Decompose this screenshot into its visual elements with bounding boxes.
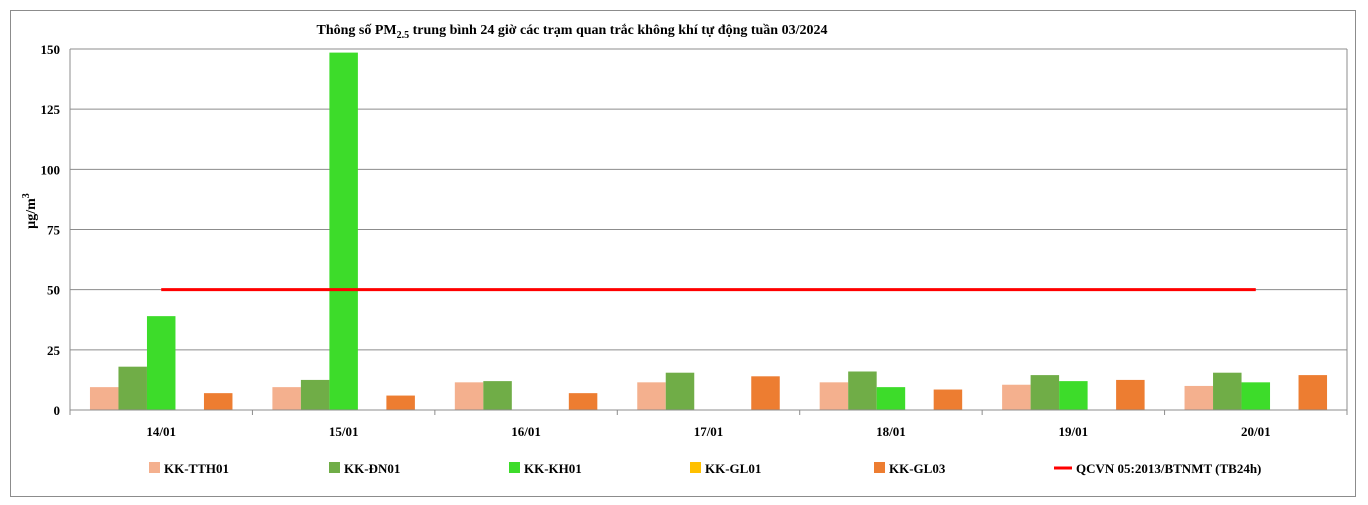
bar-KK-GL03-18/01 [933, 389, 963, 410]
bar-KK-ĐN01-14/01 [118, 366, 147, 410]
bar-KK-ĐN01-20/01 [1213, 372, 1242, 410]
bar-KK-TTH01-14/01 [89, 387, 119, 410]
bar-KK-TTH01-16/01 [454, 382, 484, 410]
legend-label-KK-KH01: KK-KH01 [524, 461, 582, 476]
chart-title: Thông số PM2.5 trung bình 24 giờ các trạ… [317, 23, 828, 41]
bar-KK-GL03-20/01 [1298, 375, 1328, 410]
y-tick-0: 0 [54, 403, 61, 418]
bar-KK-KH01-19/01 [1059, 381, 1088, 410]
legend-swatch-KK-KH01 [509, 462, 520, 473]
y-tick-labels: 0 25 50 75 100 125 150 [41, 42, 61, 418]
bar-KK-KH01-14/01 [146, 316, 176, 410]
legend-swatch-KK-ĐN01 [329, 462, 340, 473]
bar-KK-GL03-16/01 [568, 393, 598, 410]
bar-KK-TTH01-19/01 [1002, 384, 1031, 410]
bars [89, 52, 1328, 411]
bar-KK-GL03-15/01 [386, 395, 415, 410]
bar-KK-GL03-17/01 [751, 376, 780, 410]
y-tick-125: 125 [41, 102, 61, 117]
legend-swatch-KK-TTH01 [149, 462, 160, 473]
bar-KK-TTH01-17/01 [637, 382, 666, 410]
bar-KK-TTH01-20/01 [1184, 385, 1214, 410]
bar-KK-ĐN01-18/01 [848, 371, 877, 410]
x-tick-17/01: 17/01 [694, 424, 724, 439]
bar-KK-KH01-15/01 [329, 52, 358, 411]
bar-KK-TTH01-15/01 [272, 387, 301, 410]
axes [69, 49, 1348, 415]
pm25-bar-chart: Thông số PM2.5 trung bình 24 giờ các trạ… [21, 23, 1348, 476]
x-tick-19/01: 19/01 [1059, 424, 1089, 439]
bar-KK-ĐN01-17/01 [665, 372, 695, 410]
y-tick-25: 25 [47, 343, 61, 358]
y-tick-100: 100 [41, 162, 61, 177]
bar-KK-KH01-18/01 [876, 387, 906, 410]
legend-label-KK-GL03: KK-GL03 [889, 461, 946, 476]
bar-KK-ĐN01-16/01 [483, 381, 512, 410]
legend: KK-TTH01 KK-ĐN01 KK-KH01 KK-GL01 KK-GL03 QCVN… [149, 461, 1261, 476]
x-tick-14/01: 14/01 [146, 424, 176, 439]
bar-KK-GL03-14/01 [203, 393, 233, 410]
y-tick-75: 75 [47, 223, 61, 238]
bar-KK-TTH01-18/01 [819, 382, 849, 410]
legend-label-threshold: QCVN 05:2013/BTNMT (TB24h) [1076, 461, 1261, 476]
x-tick-16/01: 16/01 [511, 424, 541, 439]
y-axis-label: µg/m3 [21, 193, 39, 229]
gridlines [70, 48, 1347, 351]
x-tick-15/01: 15/01 [329, 424, 359, 439]
legend-label-KK-ĐN01: KK-ĐN01 [344, 461, 400, 476]
y-tick-150: 150 [41, 42, 61, 57]
chart-frame: Thông số PM2.5 trung bình 24 giờ các trạ… [10, 10, 1356, 497]
x-tick-20/01: 20/01 [1241, 424, 1271, 439]
bar-KK-KH01-20/01 [1241, 382, 1271, 410]
x-tick-18/01: 18/01 [876, 424, 906, 439]
x-tick-labels: 14/01 15/01 16/01 17/01 18/01 19/01 20/01 [146, 424, 1270, 439]
legend-swatch-KK-GL01 [690, 462, 701, 473]
legend-swatch-KK-GL03 [874, 462, 885, 473]
bar-KK-ĐN01-19/01 [1030, 375, 1060, 410]
legend-label-KK-TTH01: KK-TTH01 [164, 461, 229, 476]
bar-KK-GL03-19/01 [1116, 379, 1145, 410]
bar-KK-ĐN01-15/01 [300, 379, 330, 410]
legend-label-KK-GL01: KK-GL01 [705, 461, 761, 476]
y-tick-50: 50 [47, 283, 60, 298]
